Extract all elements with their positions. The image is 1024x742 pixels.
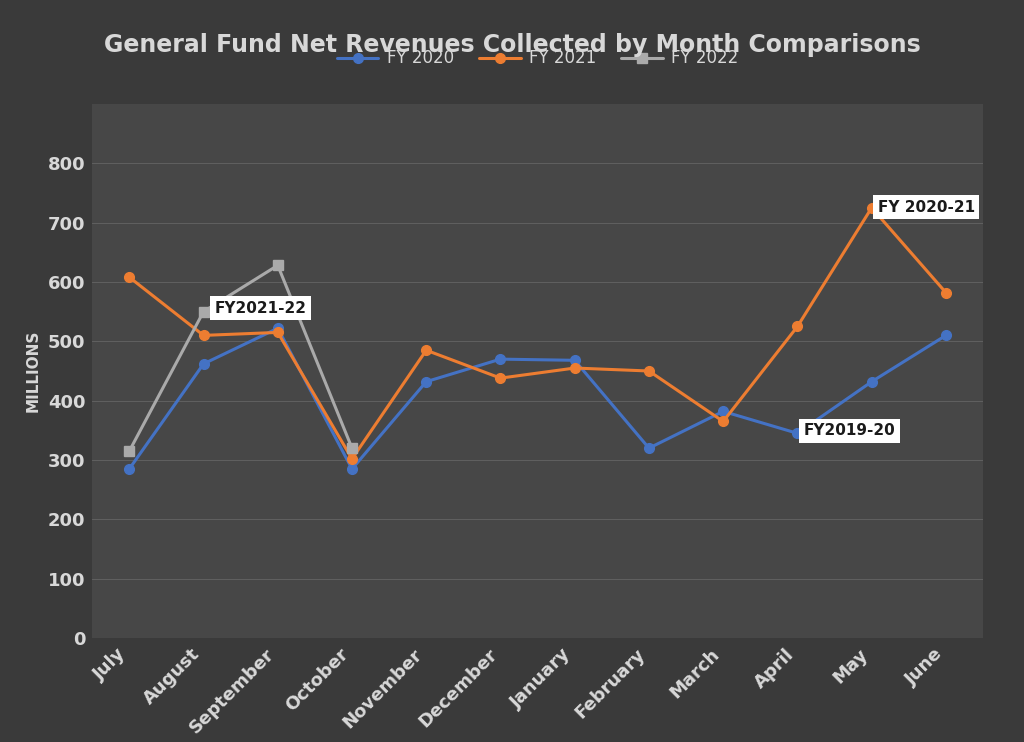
FY 2021: [271, 328, 284, 337]
Legend: FY 2020, FY 2021, FY 2022: FY 2020, FY 2021, FY 2022: [330, 43, 745, 74]
FY 2020: [495, 355, 507, 364]
FY 2020: [792, 429, 804, 438]
FY 2020: [271, 324, 284, 332]
FY 2020: [123, 464, 135, 473]
FY 2020: [198, 359, 210, 368]
Line: FY 2020: FY 2020: [125, 324, 950, 474]
FY 2021: [940, 288, 952, 297]
FY 2020: [643, 444, 655, 453]
Y-axis label: MILLIONS: MILLIONS: [26, 329, 41, 413]
FY 2020: [940, 331, 952, 340]
Text: FY 2020-21: FY 2020-21: [878, 200, 975, 215]
FY 2022: [271, 261, 284, 270]
FY 2021: [568, 364, 581, 372]
Line: FY 2022: FY 2022: [125, 260, 356, 456]
Line: FY 2021: FY 2021: [125, 203, 950, 464]
FY 2022: [123, 447, 135, 456]
FY 2021: [198, 331, 210, 340]
FY 2021: [420, 346, 432, 355]
FY 2020: [568, 356, 581, 365]
FY 2021: [643, 367, 655, 375]
FY 2020: [717, 407, 729, 416]
FY 2021: [865, 203, 878, 212]
FY 2020: [865, 377, 878, 386]
Text: FY2021-22: FY2021-22: [215, 301, 306, 316]
Text: General Fund Net Revenues Collected by Month Comparisons: General Fund Net Revenues Collected by M…: [103, 33, 921, 56]
FY 2021: [346, 454, 358, 463]
FY 2020: [420, 377, 432, 386]
Text: FY2019-20: FY2019-20: [804, 423, 895, 438]
FY 2022: [198, 307, 210, 316]
FY 2022: [346, 444, 358, 453]
FY 2020: [346, 464, 358, 473]
FY 2021: [792, 322, 804, 331]
FY 2021: [123, 273, 135, 282]
FY 2021: [495, 374, 507, 383]
FY 2021: [717, 417, 729, 426]
